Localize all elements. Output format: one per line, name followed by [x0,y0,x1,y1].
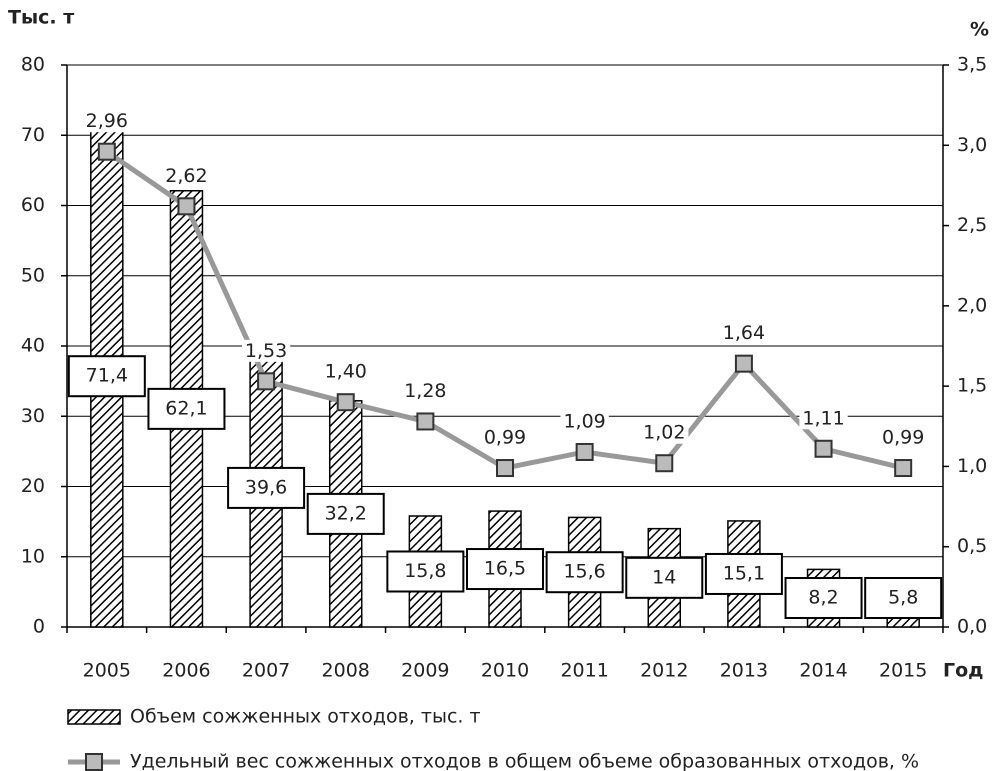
y2-tick-label: 3,0 [957,134,987,156]
value-label: 15,6 [563,561,605,583]
line-marker [575,442,594,461]
value-label: 39,6 [245,476,287,498]
y-tick-label: 20 [21,475,45,497]
y-tick-label: 10 [21,545,45,567]
value-label: 14 [652,566,676,588]
line-marker [177,197,196,216]
value-label: 15,1 [723,562,765,584]
label-bg [719,322,769,345]
line-value-label: 0,99 [882,427,924,449]
y-tick-label: 80 [21,54,45,76]
y2-tick-label: 0,5 [957,535,987,557]
x-tick-label: 2012 [640,660,688,682]
x-tick-label: 2013 [720,660,768,682]
y2-tick-label: 1,0 [957,455,987,477]
value-label: 62,1 [165,397,207,419]
x-tick-label: 2011 [560,660,608,682]
line-marker [257,372,276,391]
line [105,149,904,471]
value-label-box [386,550,465,593]
x-tick-label: 2009 [401,660,449,682]
value-label: 32,2 [325,502,367,524]
y-tick-label: 50 [21,264,45,286]
line-marker [655,454,674,473]
value-label-box [67,355,146,398]
label-bg [879,426,928,449]
line-marker [336,393,355,412]
line-value-label: 1,28 [404,380,446,402]
line-marker [416,412,435,431]
y2-tick-label: 1,5 [957,375,987,397]
label-bg [241,339,291,362]
line-value-label: 0,99 [484,427,526,449]
x-tick-label: 2015 [879,660,927,682]
line-marker [734,354,753,373]
line-marker [496,459,514,478]
label-bg [321,360,370,383]
legend-swatch-marker [85,753,103,771]
value-label-box [466,548,544,591]
value-label-box [784,577,863,619]
y2-tick-label: 0,0 [957,616,987,638]
value-label-box [625,556,704,599]
label-bg [640,421,689,444]
value-label-box [545,551,624,594]
x-tick-label: 2008 [322,660,370,682]
y-tick-label: 40 [21,335,45,357]
line-value-label: 1,40 [325,361,367,383]
label-bg [401,379,450,402]
x-axis-label: Год [943,660,984,682]
legend-swatch [67,709,121,725]
label-bg [560,410,609,433]
x-tick-label: 2007 [242,660,290,682]
y2-tick-label: 2,0 [957,294,987,316]
y2-tick-label: 3,5 [957,54,987,76]
y-tick-label: 0 [33,616,45,638]
value-label-box [864,577,943,619]
line-value-label: 1,02 [643,422,685,444]
value-label-box [704,552,783,595]
line-value-label: 1,09 [563,410,605,432]
value-label: 8,2 [808,587,838,609]
label-bg [82,110,131,133]
x-tick-label: 2006 [162,660,210,682]
line-value-label: 2,62 [165,165,207,187]
y-axis-label: Тыс. т [8,7,74,29]
value-label: 15,8 [404,560,446,582]
y2-tick-label: 2,5 [957,214,987,236]
y-tick-label: 30 [21,405,45,427]
line-marker [894,459,913,478]
value-label: 71,4 [86,365,128,387]
line-marker [97,142,116,161]
value-label-box [227,466,306,509]
value-label: 5,8 [888,587,918,609]
x-tick-label: 2010 [481,660,529,682]
line-value-label: 2,96 [86,110,128,132]
legend-label: Объем сожженных отходов, тыс. т [130,706,481,728]
line-value-label: 1,64 [723,322,765,344]
value-label-box [147,387,226,430]
line-value-label: 1,53 [245,340,287,362]
y2-axis-label: % [970,19,989,41]
y-tick-label: 60 [21,194,45,216]
label-bg [162,164,211,187]
value-label-box [306,492,385,535]
x-tick-label: 2005 [83,660,131,682]
label-bg [799,407,848,430]
line-marker [814,439,833,458]
x-tick-label: 2014 [799,660,847,682]
y-tick-label: 70 [21,124,45,146]
value-label: 16,5 [484,558,526,580]
line-value-label: 1,11 [802,407,844,429]
legend-label: Удельный вес сожженных отходов в общем о… [130,751,919,771]
label-bg [480,426,530,449]
